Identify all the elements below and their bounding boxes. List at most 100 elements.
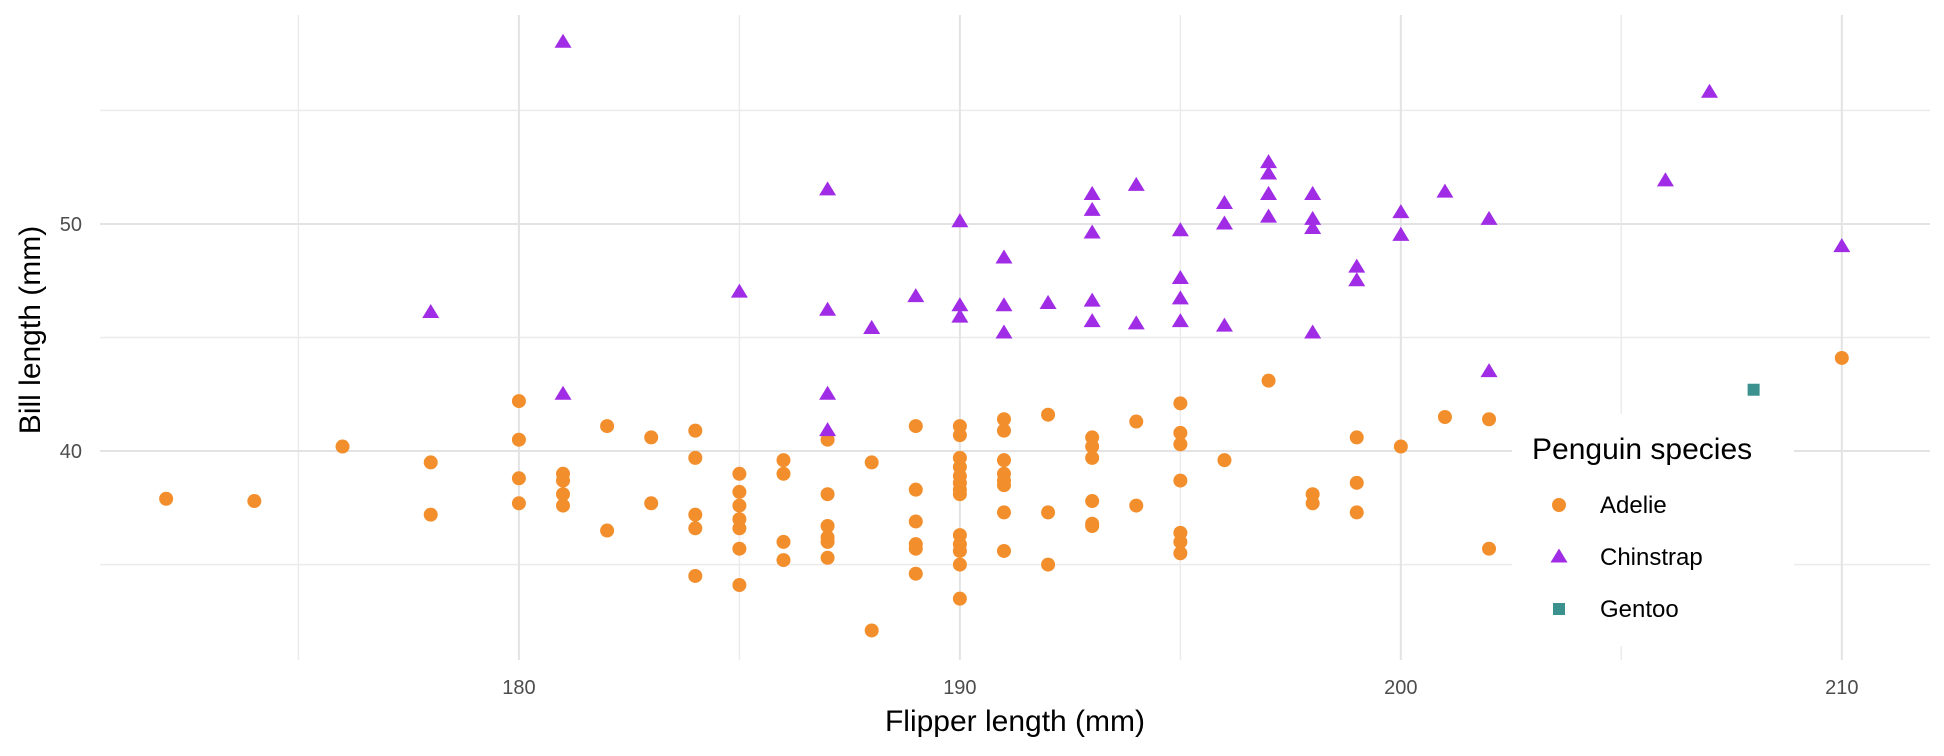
adelie-point bbox=[732, 466, 747, 481]
chinstrap-point bbox=[554, 33, 572, 48]
chinstrap-point bbox=[1260, 185, 1278, 200]
adelie-point bbox=[335, 439, 350, 454]
chinstrap-point bbox=[1304, 219, 1322, 235]
chinstrap-point bbox=[554, 385, 572, 400]
chinstrap-point bbox=[1656, 172, 1674, 187]
chinstrap-point bbox=[995, 249, 1013, 264]
chinstrap-point bbox=[951, 297, 969, 312]
chinstrap-point bbox=[1171, 290, 1189, 305]
x-tick-label: 200 bbox=[1384, 677, 1417, 699]
adelie-point bbox=[952, 557, 967, 572]
adelie-point bbox=[1482, 541, 1497, 556]
adelie-point bbox=[1085, 450, 1100, 465]
chinstrap-point bbox=[1083, 224, 1101, 239]
chinstrap-point bbox=[863, 319, 881, 334]
adelie-point bbox=[1305, 496, 1320, 511]
adelie-point bbox=[247, 494, 262, 509]
adelie-point bbox=[688, 450, 703, 465]
adelie-point bbox=[511, 496, 526, 511]
adelie-point bbox=[1217, 453, 1232, 468]
chinstrap-point bbox=[1392, 226, 1410, 241]
chinstrap-point bbox=[1215, 215, 1233, 230]
adelie-point bbox=[776, 534, 791, 549]
chinstrap-point bbox=[819, 181, 837, 196]
adelie-point bbox=[556, 473, 571, 488]
adelie-point bbox=[1261, 373, 1276, 388]
adelie-point bbox=[820, 487, 835, 502]
chinstrap-point bbox=[1304, 324, 1322, 339]
adelie-point bbox=[996, 543, 1011, 558]
chinstrap-point bbox=[907, 288, 925, 303]
adelie-point bbox=[1393, 439, 1408, 454]
adelie-point bbox=[1129, 414, 1144, 429]
adelie-point bbox=[1173, 425, 1188, 440]
adelie-point bbox=[688, 423, 703, 438]
chinstrap-point bbox=[1171, 222, 1189, 237]
adelie-point bbox=[1173, 396, 1188, 411]
adelie-point bbox=[644, 496, 659, 511]
adelie-point bbox=[732, 541, 747, 556]
legend-adelie-label: Adelie bbox=[1600, 492, 1667, 519]
adelie-point bbox=[996, 505, 1011, 520]
adelie-point bbox=[600, 523, 615, 538]
adelie-point bbox=[1041, 557, 1056, 572]
adelie-point bbox=[1173, 437, 1188, 452]
adelie-point bbox=[1349, 505, 1364, 520]
adelie-point bbox=[1041, 407, 1056, 422]
adelie-point bbox=[952, 543, 967, 558]
chinstrap-point bbox=[1260, 154, 1278, 169]
adelie-point bbox=[820, 550, 835, 565]
adelie-point bbox=[908, 514, 923, 529]
chinstrap-point bbox=[819, 301, 837, 316]
chinstrap-point bbox=[1260, 165, 1278, 180]
chinstrap-point bbox=[1039, 294, 1057, 309]
adelie-point bbox=[776, 453, 791, 468]
adelie-point bbox=[159, 491, 174, 506]
adelie-point bbox=[820, 534, 835, 549]
adelie-point bbox=[600, 419, 615, 434]
adelie-point bbox=[1349, 430, 1364, 445]
chinstrap-point bbox=[1260, 208, 1278, 223]
adelie-point bbox=[1085, 519, 1100, 534]
chinstrap-point bbox=[1215, 317, 1233, 332]
chinstrap-point bbox=[819, 385, 837, 400]
chinstrap-point bbox=[1083, 185, 1101, 200]
adelie-point bbox=[511, 471, 526, 486]
adelie-point bbox=[952, 487, 967, 502]
chinstrap-point bbox=[1392, 204, 1410, 219]
adelie-point bbox=[908, 482, 923, 497]
adelie-point bbox=[908, 566, 923, 581]
legend: Penguin species Adelie Chinstrap Gentoo bbox=[1512, 414, 1794, 646]
legend-items: Adelie Chinstrap Gentoo bbox=[1550, 492, 1703, 623]
adelie-point bbox=[423, 455, 438, 470]
adelie-point bbox=[423, 507, 438, 522]
adelie-point bbox=[864, 623, 879, 638]
chinstrap-point bbox=[995, 324, 1013, 339]
adelie-point bbox=[1173, 546, 1188, 561]
adelie-point bbox=[688, 568, 703, 583]
data-points bbox=[159, 33, 1851, 638]
adelie-point bbox=[556, 498, 571, 513]
adelie-point bbox=[1173, 534, 1188, 549]
adelie-point bbox=[1129, 498, 1144, 513]
chinstrap-point bbox=[730, 283, 748, 298]
chinstrap-point bbox=[1480, 363, 1498, 378]
chinstrap-point bbox=[1171, 269, 1189, 284]
chinstrap-point bbox=[951, 213, 969, 228]
x-tick-label: 180 bbox=[502, 677, 535, 699]
adelie-point bbox=[776, 466, 791, 481]
adelie-point bbox=[732, 578, 747, 593]
adelie-point bbox=[952, 428, 967, 443]
adelie-point bbox=[776, 553, 791, 568]
x-axis-title: Flipper length (mm) bbox=[885, 705, 1145, 738]
adelie-point bbox=[732, 484, 747, 499]
adelie-point bbox=[1349, 475, 1364, 490]
chinstrap-point bbox=[1833, 238, 1851, 253]
adelie-point bbox=[996, 423, 1011, 438]
chinstrap-point bbox=[995, 297, 1013, 312]
adelie-point bbox=[1437, 409, 1452, 424]
adelie-point bbox=[511, 394, 526, 409]
chinstrap-point bbox=[422, 304, 440, 319]
adelie-point bbox=[996, 412, 1011, 427]
chinstrap-point bbox=[1348, 258, 1366, 273]
